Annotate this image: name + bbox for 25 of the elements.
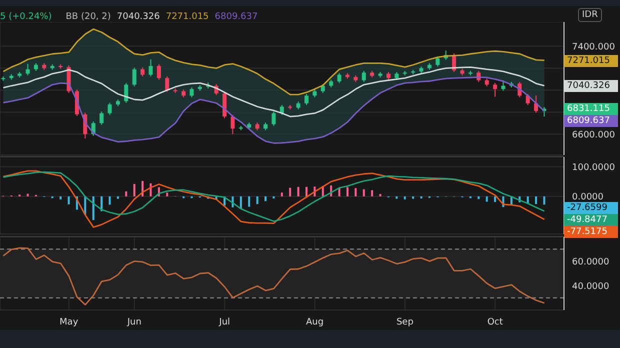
text: -77.5175 (564, 226, 618, 238)
y-tick-label: 100.0000 (572, 162, 616, 173)
annotation: 6809.637 (214, 12, 258, 22)
chart-title: BB (20, 2) (66, 12, 111, 22)
y-tick-label: 7400.000 (572, 42, 616, 52)
chart-subtitle: 5 (+0.24%) (0, 12, 52, 22)
x-tick-label: Aug (306, 317, 324, 328)
text: 7271.015 (564, 54, 618, 67)
annotation: 7271.015 (166, 12, 209, 22)
y-tick-label: 60.0000 (572, 258, 610, 268)
y-tick-label: 6600.000 (572, 130, 616, 140)
y-axis-title: IDR (578, 8, 602, 22)
annotation: 7040.326 (116, 12, 160, 22)
y-tick-label: 0.0000 (572, 192, 604, 203)
x-tick-label: Sep (396, 317, 414, 328)
text: -49.8477 (564, 214, 618, 226)
text: 7040.326 (564, 80, 618, 92)
x-tick-label: Jul (218, 317, 230, 328)
text: 6831.115 (564, 103, 618, 116)
x-tick-label: May (60, 317, 79, 328)
x-tick-label: Jun (126, 317, 142, 328)
text: 6809.637 (564, 115, 618, 128)
text: -27.6599 (564, 202, 618, 214)
x-tick-label: Oct (487, 317, 504, 328)
y-tick-label: 40.0000 (572, 282, 610, 292)
